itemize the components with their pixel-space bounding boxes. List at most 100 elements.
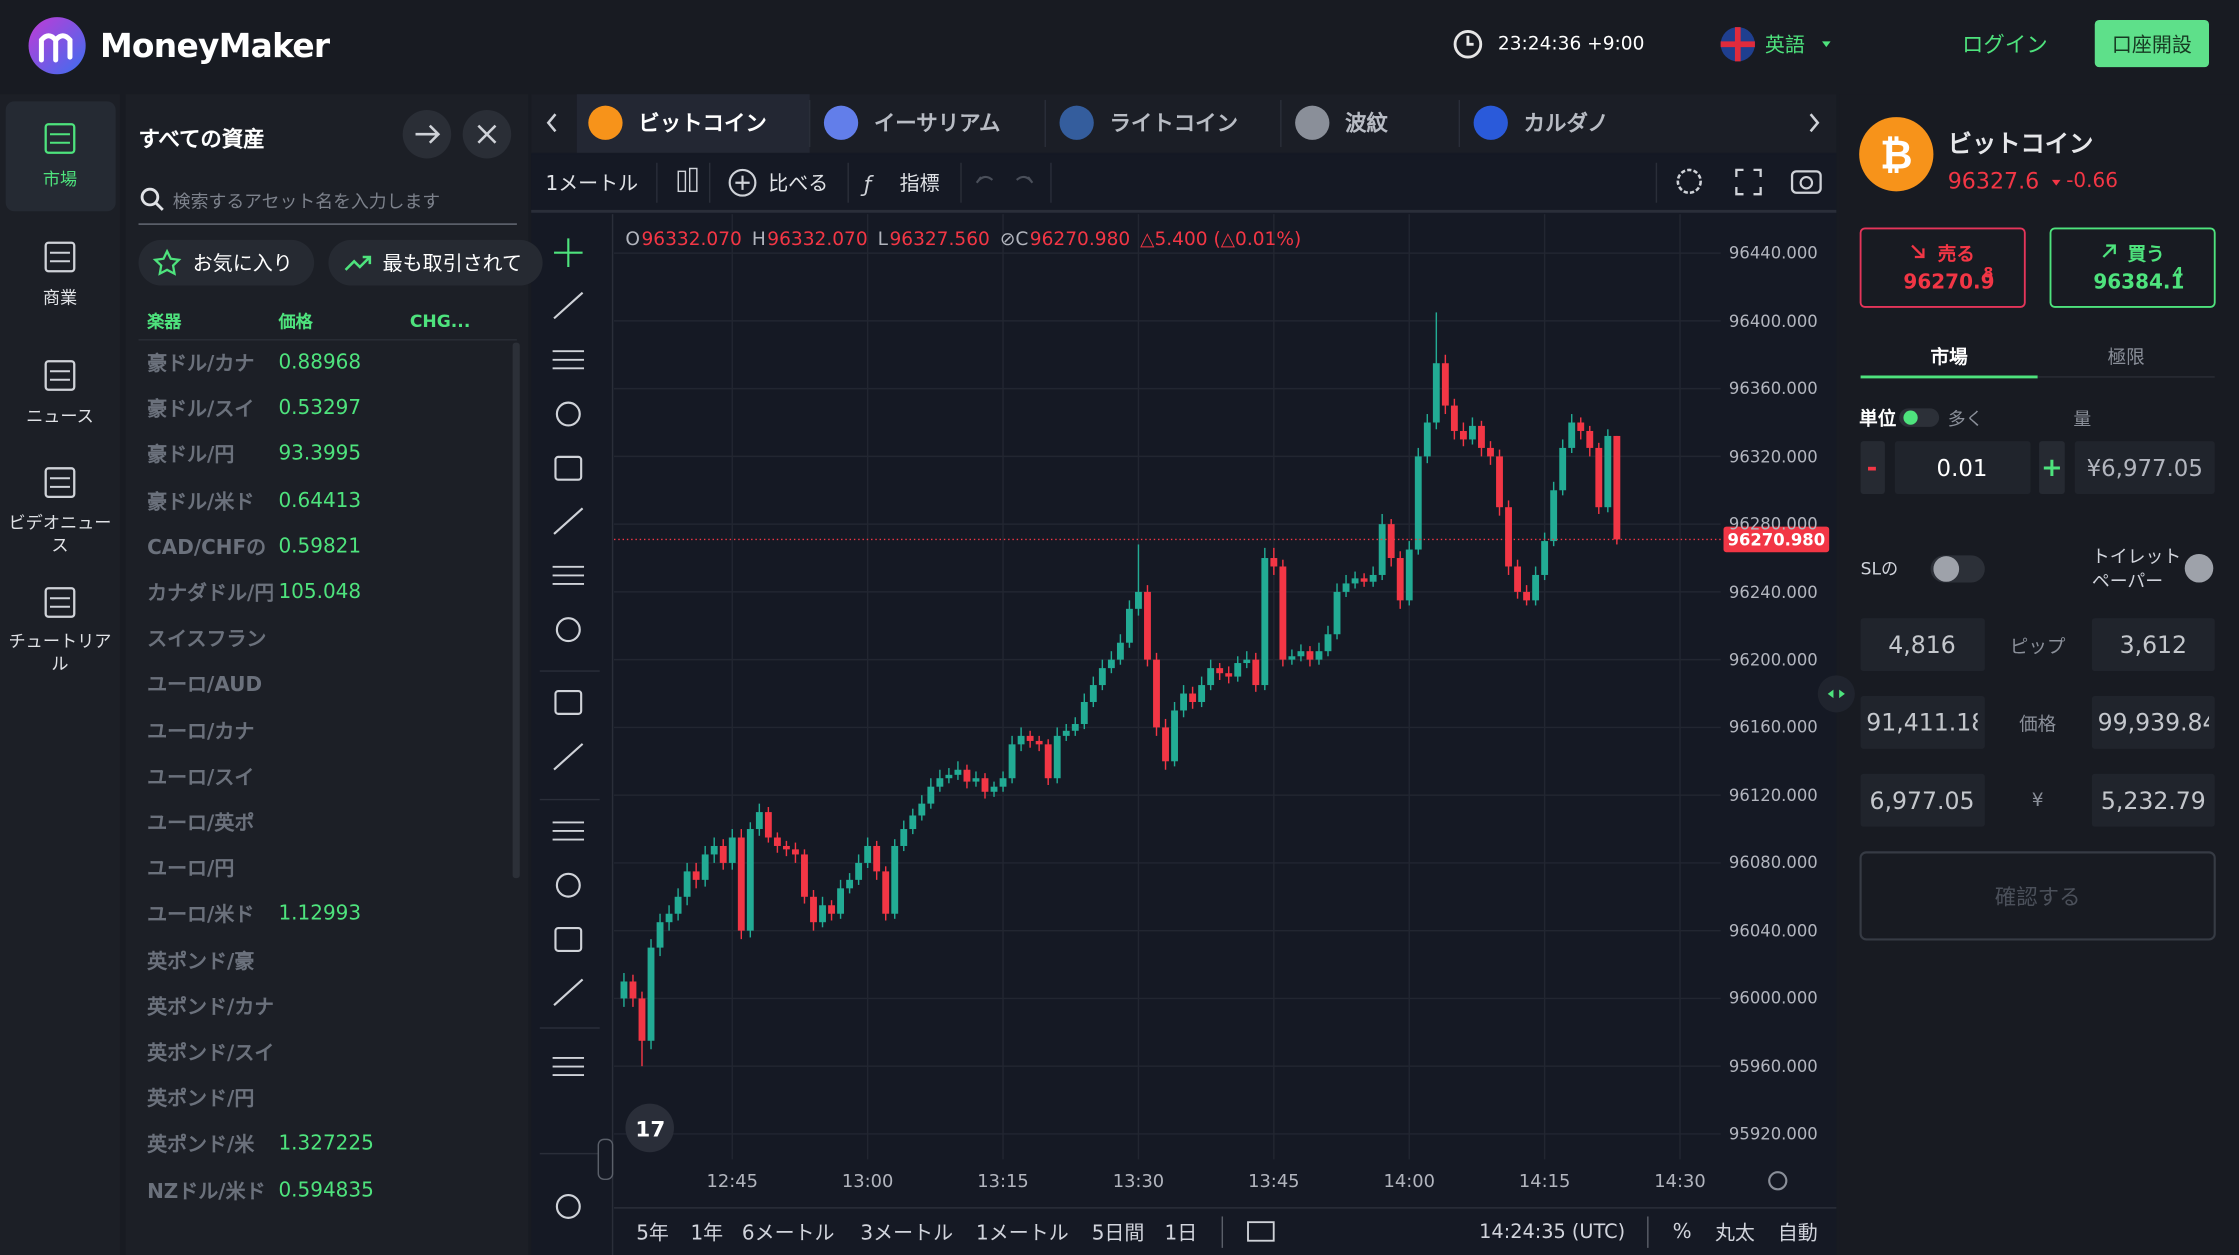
asset-tab[interactable]: ライトコイン bbox=[1109, 110, 1239, 137]
sell-button[interactable] bbox=[1859, 227, 2026, 308]
percent-toggle[interactable]: % bbox=[1672, 1220, 1692, 1244]
draw-tool[interactable] bbox=[553, 743, 584, 771]
candle-body bbox=[981, 778, 989, 792]
asset-name[interactable]: 豪ドル/米ド bbox=[147, 490, 255, 514]
indicators-button[interactable]: 指標 bbox=[899, 172, 940, 196]
filter-most-traded[interactable]: 最も取引されて bbox=[382, 252, 523, 276]
minus-button[interactable] bbox=[1860, 441, 1885, 495]
input-box[interactable] bbox=[2091, 773, 2215, 827]
candle-body bbox=[629, 981, 637, 999]
asset-tab[interactable]: イーサリアム bbox=[873, 110, 1001, 137]
draw-tool[interactable] bbox=[554, 926, 583, 952]
crosshair-tool[interactable] bbox=[554, 238, 583, 267]
asset-name[interactable]: ユーロ/スイ bbox=[147, 766, 255, 790]
clock-icon bbox=[1453, 29, 1483, 59]
asset-name[interactable]: カナダドル/円 bbox=[147, 582, 273, 606]
asset-tab[interactable]: 波紋 bbox=[1345, 110, 1388, 137]
asset-tab[interactable]: カルダノ bbox=[1523, 110, 1609, 137]
snapshot-icon[interactable] bbox=[1790, 170, 1822, 194]
draw-tool[interactable] bbox=[553, 507, 584, 535]
order-tab[interactable]: 極限 bbox=[2107, 347, 2145, 370]
log-toggle[interactable]: 丸太 bbox=[1714, 1222, 1755, 1246]
minus-label[interactable]: - bbox=[1866, 453, 1878, 484]
nav-item[interactable]: チュートリアル bbox=[8, 631, 112, 674]
draw-tool[interactable] bbox=[552, 1057, 585, 1077]
draw-tool[interactable] bbox=[553, 291, 584, 320]
draw-tool[interactable] bbox=[555, 401, 581, 427]
asset-name[interactable]: ユーロ/英ポ bbox=[147, 812, 255, 836]
trailing-toggle[interactable] bbox=[2184, 553, 2214, 583]
range-button[interactable]: 5日間 bbox=[1091, 1222, 1145, 1246]
filter-pill[interactable] bbox=[138, 239, 315, 286]
candle-body bbox=[1505, 507, 1512, 567]
confirm-button[interactable] bbox=[1859, 851, 2216, 941]
asset-name[interactable]: 豪ドル/スイ bbox=[147, 398, 255, 422]
goto-icon bbox=[1247, 1221, 1275, 1242]
asset-name[interactable]: 英ポンド/豪 bbox=[147, 950, 255, 974]
range-button[interactable]: 1日 bbox=[1164, 1222, 1198, 1246]
range-button[interactable]: 6メートル bbox=[741, 1222, 835, 1246]
draw-tool[interactable] bbox=[552, 821, 585, 841]
auto-toggle[interactable]: 自動 bbox=[1777, 1222, 1818, 1246]
asset-name[interactable]: NZドル/米ド bbox=[147, 1180, 266, 1204]
settings-icon[interactable] bbox=[1676, 168, 1702, 195]
buy-button[interactable] bbox=[2049, 227, 2216, 308]
plus-button[interactable] bbox=[2039, 441, 2065, 495]
range-button[interactable]: 1メートル bbox=[976, 1222, 1069, 1246]
plus-label[interactable]: + bbox=[2041, 453, 2063, 484]
draw-tool[interactable] bbox=[554, 689, 583, 715]
asset-name[interactable]: ユーロ/AUD bbox=[147, 674, 263, 698]
draw-tool[interactable] bbox=[553, 978, 584, 1006]
asset-name[interactable]: スイスフラン bbox=[147, 628, 267, 652]
input-box[interactable] bbox=[2091, 696, 2215, 749]
compare-button[interactable]: 比べる bbox=[768, 172, 829, 196]
open-account-button[interactable]: 口座開設 bbox=[2111, 34, 2192, 58]
confirm-label[interactable]: 確認する bbox=[1994, 884, 2081, 911]
asset-name[interactable]: 英ポンド/スイ bbox=[147, 1042, 273, 1066]
range-button[interactable]: 3メートル bbox=[860, 1222, 954, 1246]
nav-item[interactable]: ニュース bbox=[26, 406, 94, 427]
quantity-input[interactable] bbox=[1894, 441, 2031, 495]
candle-body bbox=[1189, 693, 1197, 702]
order-tab[interactable]: 市場 bbox=[1930, 347, 1968, 370]
nav-item[interactable]: 商業 bbox=[42, 287, 78, 308]
asset-price: 0.64413 bbox=[278, 489, 362, 512]
candle-body bbox=[1387, 524, 1395, 559]
draw-tool[interactable] bbox=[552, 350, 585, 370]
asset-tab[interactable]: ビットコイン bbox=[638, 110, 767, 137]
asset-name[interactable]: 豪ドル/円 bbox=[147, 444, 235, 468]
input-box[interactable] bbox=[1860, 618, 1985, 672]
asset-name[interactable]: 豪ドル/カナ bbox=[147, 352, 255, 376]
asset-name[interactable]: ユーロ/円 bbox=[147, 858, 235, 882]
input-box[interactable] bbox=[1860, 773, 1985, 827]
ohlc-value: 96270.980 bbox=[1029, 229, 1131, 251]
language-select[interactable]: 英語 bbox=[1764, 34, 1805, 58]
draw-tool[interactable] bbox=[552, 565, 585, 585]
asset-name[interactable]: 英ポンド/米 bbox=[147, 1134, 255, 1158]
login-button[interactable]: ログイン bbox=[1961, 32, 2048, 58]
nav-item[interactable]: ビデオニュース bbox=[8, 512, 112, 556]
tab-next[interactable] bbox=[1809, 113, 1820, 133]
asset-name[interactable]: CAD/CHFの bbox=[147, 536, 267, 560]
asset-name[interactable]: 英ポンド/円 bbox=[147, 1088, 255, 1112]
range-button[interactable]: 1年 bbox=[690, 1222, 724, 1246]
nav-item[interactable]: 市場 bbox=[42, 169, 78, 190]
filter-favorites[interactable]: お気に入り bbox=[192, 252, 293, 276]
range-button[interactable]: 5年 bbox=[636, 1222, 669, 1246]
interval-button[interactable]: 1メートル bbox=[545, 172, 639, 196]
draw-tool[interactable] bbox=[555, 872, 581, 898]
fullscreen-icon[interactable] bbox=[1735, 168, 1762, 196]
draw-tool[interactable] bbox=[555, 617, 581, 643]
candle-body bbox=[1080, 701, 1088, 725]
tab-prev[interactable] bbox=[546, 113, 557, 133]
input-box[interactable] bbox=[2091, 618, 2215, 672]
asset-name[interactable]: 英ポンド/カナ bbox=[147, 996, 273, 1020]
asset-name[interactable]: ユーロ/米ド bbox=[147, 904, 255, 928]
asset-name[interactable]: ユーロ/カナ bbox=[147, 720, 255, 744]
candle-body bbox=[999, 778, 1007, 787]
filter-pill[interactable] bbox=[328, 239, 543, 286]
draw-tool[interactable] bbox=[555, 1193, 581, 1219]
draw-tool[interactable] bbox=[554, 455, 583, 481]
input-box[interactable] bbox=[1860, 696, 1985, 749]
search-input[interactable]: 検索するアセット名を入力します bbox=[172, 190, 441, 213]
